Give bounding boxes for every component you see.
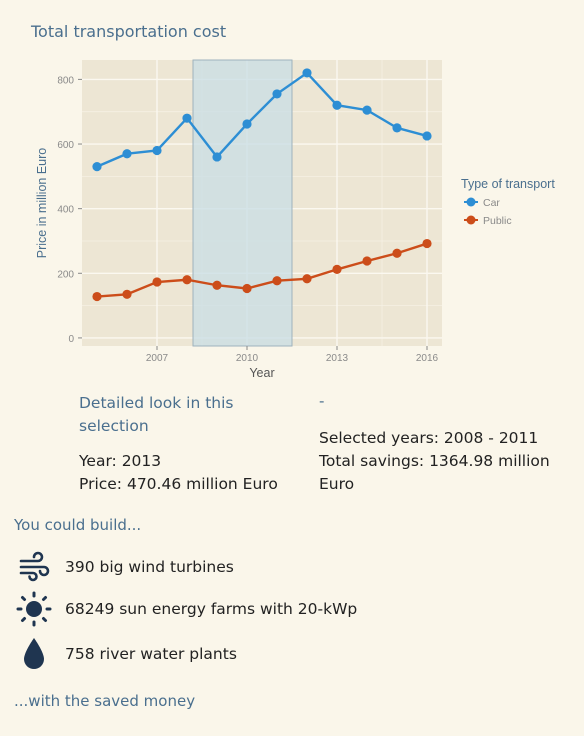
- detail-price: Price: 470.46 million Euro: [79, 475, 278, 493]
- data-point-car[interactable]: [302, 68, 312, 78]
- build-item-label: 390 big wind turbines: [65, 558, 234, 576]
- data-point-public[interactable]: [272, 276, 282, 286]
- y-axis-title: Price in million Euro: [35, 148, 49, 259]
- data-point-public[interactable]: [182, 275, 192, 285]
- data-point-car[interactable]: [152, 145, 162, 156]
- data-point-public[interactable]: [332, 264, 342, 275]
- data-point-public[interactable]: [242, 283, 252, 294]
- selection-brush[interactable]: [192, 59, 293, 347]
- y-tick-label: 400: [57, 205, 74, 216]
- wind-icon: [14, 547, 54, 587]
- legend-title: Type of transport: [461, 177, 555, 191]
- y-tick-label: 200: [57, 269, 74, 280]
- build-item-sun: 68249 sun energy farms with 20-kWp: [14, 589, 357, 629]
- x-tick-label: 2010: [236, 353, 259, 364]
- detail-year: Year: 2013: [79, 452, 162, 470]
- data-point-car[interactable]: [242, 119, 252, 129]
- data-point-car[interactable]: [182, 113, 192, 123]
- build-item-label: 68249 sun energy farms with 20-kWp: [65, 600, 358, 618]
- data-point-public[interactable]: [392, 248, 402, 258]
- data-point-public[interactable]: [212, 280, 222, 290]
- y-tick-label: 0: [68, 334, 74, 345]
- legend-key-point: [466, 197, 476, 207]
- build-item-wind: 390 big wind turbines: [14, 547, 234, 587]
- y-tick-label: 600: [57, 140, 74, 151]
- build-heading: You could build...: [14, 516, 142, 534]
- data-point-car[interactable]: [92, 162, 102, 172]
- x-tick-label: 2007: [146, 353, 169, 364]
- x-tick-label: 2013: [326, 353, 349, 364]
- series-line-public: [96, 242, 428, 298]
- detail-panel: Detailed look in this selection Year: 20…: [79, 392, 299, 496]
- water-drop-icon: [14, 634, 54, 674]
- build-item-water: 758 river water plants: [14, 634, 237, 674]
- data-point-public[interactable]: [362, 256, 372, 266]
- sun-icon: [14, 589, 54, 629]
- selection-dash: -: [319, 392, 325, 410]
- x-axis-title: Year: [249, 366, 274, 380]
- legend-label-car: Car: [483, 197, 500, 209]
- data-point-car[interactable]: [422, 131, 432, 141]
- data-point-car[interactable]: [362, 105, 372, 115]
- data-point-public[interactable]: [122, 289, 132, 299]
- legend-key-point: [466, 215, 476, 225]
- data-point-car[interactable]: [392, 123, 402, 133]
- data-point-car[interactable]: [332, 100, 342, 110]
- chart-title: Total transportation cost: [31, 22, 227, 41]
- y-tick-label: 800: [57, 75, 74, 86]
- selection-summary: Selected years: 2008 - 2011 Total saving…: [319, 427, 584, 496]
- data-point-car[interactable]: [212, 152, 222, 162]
- legend-label-public: Public: [483, 215, 512, 227]
- data-point-public[interactable]: [422, 238, 432, 249]
- data-point-public[interactable]: [302, 274, 312, 284]
- detail-title: Detailed look in this selection: [79, 394, 234, 435]
- series-line-car: [96, 71, 428, 168]
- build-footer: ...with the saved money: [14, 692, 196, 710]
- data-point-public[interactable]: [152, 277, 162, 287]
- data-point-car[interactable]: [272, 89, 282, 99]
- x-tick-label: 2016: [416, 353, 439, 364]
- selected-years: Selected years: 2008 - 2011: [319, 429, 539, 447]
- build-item-label: 758 river water plants: [65, 645, 237, 663]
- total-savings: Total savings: 1364.98 million Euro: [319, 452, 550, 493]
- transport-cost-chart[interactable]: 0 200 400 600 800 2007 2010 2013 2016 Year Price i…: [0, 52, 584, 387]
- data-point-public[interactable]: [92, 291, 102, 302]
- data-point-car[interactable]: [122, 149, 132, 159]
